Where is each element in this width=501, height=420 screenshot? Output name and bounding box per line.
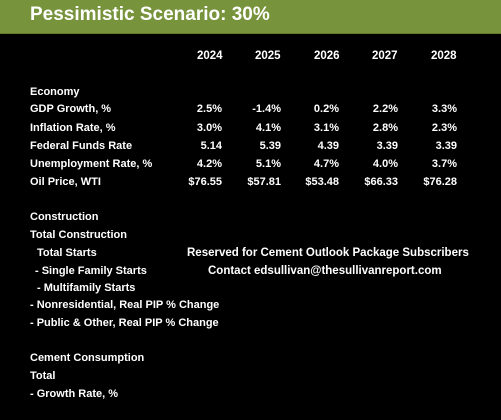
cell-gdp-2026: 0.2% [313, 103, 339, 115]
scenario-banner: Pessimistic Scenario: 30% [0, 0, 501, 34]
cell-unemployment-2027: 4.0% [372, 158, 398, 170]
economy-heading: Economy [30, 86, 80, 98]
cell-inflation-2024: 3.0% [196, 122, 222, 134]
cell-fed-funds-2028: 3.39 [435, 140, 457, 152]
cell-fed-funds-2027: 3.39 [376, 140, 398, 152]
construction-item-single-family: - Single Family Starts [35, 265, 147, 277]
row-label-gdp: GDP Growth, % [30, 103, 112, 115]
row-label-unemployment: Unemployment Rate, % [30, 158, 153, 170]
cell-gdp-2028: 3.3% [431, 103, 457, 115]
construction-heading: Construction [30, 211, 99, 223]
cell-fed-funds-2026: 4.39 [317, 140, 339, 152]
cell-oil-price-2024: $76.55 [188, 176, 222, 188]
cell-unemployment-2026: 4.7% [313, 158, 339, 170]
construction-item-total-construction: Total Construction [30, 229, 127, 241]
cell-inflation-2026: 3.1% [313, 122, 339, 134]
cell-gdp-2024: 2.5% [196, 103, 222, 115]
cell-gdp-2027: 2.2% [372, 103, 398, 115]
cell-fed-funds-2025: 5.39 [259, 140, 281, 152]
scenario-title: Pessimistic Scenario: 30% [30, 4, 270, 25]
year-header-2027: 2027 [372, 50, 398, 62]
cell-oil-price-2025: $57.81 [247, 176, 281, 188]
cell-oil-price-2027: $66.33 [364, 176, 398, 188]
cell-unemployment-2025: 5.1% [255, 158, 281, 170]
cell-inflation-2027: 2.8% [372, 122, 398, 134]
cell-unemployment-2024: 4.2% [196, 158, 222, 170]
cell-oil-price-2026: $53.48 [305, 176, 339, 188]
row-label-fed-funds: Federal Funds Rate [30, 140, 133, 152]
cell-unemployment-2028: 3.7% [431, 158, 457, 170]
year-header-2028: 2028 [431, 50, 457, 62]
contact-notice: Contact edsullivan@thesullivanreport.com [208, 265, 442, 277]
year-header-2025: 2025 [255, 50, 281, 62]
construction-item-nonresidential: - Nonresidential, Real PIP % Change [30, 299, 220, 311]
subscriber-notice: Reserved for Cement Outlook Package Subs… [187, 247, 469, 259]
year-header-2024: 2024 [197, 50, 223, 62]
cement-item-growth-rate: - Growth Rate, % [30, 388, 119, 400]
construction-item-public-other: - Public & Other, Real PIP % Change [30, 317, 219, 329]
cement-heading: Cement Consumption [30, 352, 145, 364]
cell-oil-price-2028: $76.28 [423, 176, 457, 188]
cell-gdp-2025: -1.4% [252, 103, 281, 115]
row-label-inflation: Inflation Rate, % [30, 122, 116, 134]
cell-inflation-2028: 2.3% [431, 122, 457, 134]
year-header-2026: 2026 [314, 50, 340, 62]
cell-fed-funds-2024: 5.14 [200, 140, 222, 152]
row-label-oil-price: Oil Price, WTI [30, 176, 101, 188]
cell-inflation-2025: 4.1% [255, 122, 281, 134]
construction-item-multifamily: - Multifamily Starts [37, 282, 136, 294]
cement-item-total: Total [30, 370, 56, 382]
construction-item-total-starts: Total Starts [37, 247, 97, 259]
